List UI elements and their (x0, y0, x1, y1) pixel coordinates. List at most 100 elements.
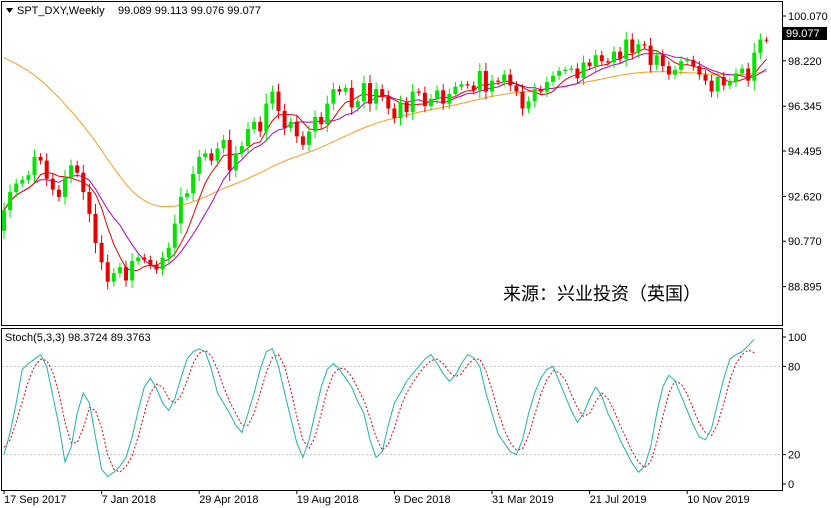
candle-body (221, 139, 226, 149)
candle-body (746, 68, 751, 81)
candle-body (636, 44, 641, 53)
time-tick-label: 19 Aug 2018 (297, 494, 359, 506)
candle-body (679, 61, 684, 70)
candle-body (93, 213, 98, 243)
candle-body (166, 247, 171, 258)
candle-body (569, 68, 574, 70)
price-tick-label: 96.345 (788, 101, 822, 113)
candle-body (685, 60, 690, 62)
last-price-label: 99.077 (786, 28, 820, 40)
source-watermark: 来源：兴业投资（英国） (503, 284, 701, 305)
candle-body (618, 51, 623, 59)
candle-body (758, 39, 763, 53)
candle-body (38, 156, 43, 161)
main-panel-frame (1, 1, 783, 326)
candle-body (14, 183, 19, 193)
candle-body (105, 262, 110, 282)
time-axis: 17 Sep 2017 7 Jan 2018 29 Apr 2018 19 Aug 2… (3, 490, 750, 506)
price-tick-label: 100.070 (788, 11, 828, 23)
stoch-signal-line (3, 349, 755, 473)
stoch-tick-label: 100 (788, 332, 806, 344)
time-tick-label: 17 Sep 2017 (4, 494, 66, 506)
chart-title: SPT_DXY,Weekly (17, 5, 105, 17)
stoch-tick-label: 0 (788, 479, 794, 491)
candle-body (252, 121, 257, 130)
stoch-signal-path (3, 349, 755, 473)
candle-body (282, 110, 287, 128)
stoch-tick-label: 20 (788, 450, 800, 462)
ma-mid-line (3, 53, 767, 269)
candle-body (642, 44, 647, 46)
time-tick-label: 9 Dec 2018 (394, 494, 450, 506)
candle-body (673, 69, 677, 75)
candle-body (581, 62, 586, 79)
candle-body (63, 177, 67, 197)
candle-body (264, 103, 269, 132)
candle-body (142, 257, 147, 260)
candle-body (477, 70, 482, 91)
price-tick-label: 88.895 (788, 282, 822, 294)
stoch-main-line (3, 339, 755, 478)
candle-body (429, 98, 433, 107)
candle-body (502, 74, 507, 82)
candle-body (526, 101, 531, 109)
candle-body (374, 89, 379, 104)
candle-body (416, 91, 421, 93)
candle-body (422, 92, 427, 107)
candle-body (99, 242, 104, 263)
candle-body (703, 74, 708, 81)
candle-body (209, 153, 214, 161)
candle-body (124, 267, 128, 281)
candle-body (331, 89, 336, 104)
price-tick-label: 90.770 (788, 236, 822, 248)
stoch-tick-label: 80 (788, 361, 800, 373)
price-tick-label: 92.620 (788, 191, 822, 203)
candle-body (520, 91, 525, 109)
candle-body (715, 77, 720, 92)
candle-body (300, 136, 305, 145)
candle-body (471, 85, 476, 91)
candle-body (50, 178, 55, 190)
candle-body (307, 131, 311, 145)
candle-body (81, 172, 86, 193)
candle-body (410, 91, 415, 113)
candles-group (2, 31, 769, 290)
candle-body (514, 85, 519, 92)
candle-body (404, 102, 409, 113)
candle-body (117, 267, 122, 274)
candle-body (239, 146, 244, 154)
candle-body (721, 77, 726, 86)
candle-body (325, 103, 330, 125)
candle-body (87, 192, 92, 214)
candle-body (288, 121, 293, 128)
candle-body (215, 148, 220, 161)
candle-body (764, 39, 769, 41)
candle-body (203, 153, 208, 157)
candle-body (386, 96, 391, 109)
candle-body (8, 192, 13, 211)
candle-body (20, 179, 25, 184)
candle-body (227, 139, 232, 171)
candle-body (44, 160, 49, 179)
time-tick-label: 31 Mar 2019 (492, 494, 554, 506)
candle-body (727, 81, 732, 86)
candle-body (654, 55, 659, 65)
time-tick-label: 10 Nov 2019 (687, 494, 749, 506)
candle-body (154, 264, 159, 270)
stoch-panel-frame (1, 328, 783, 491)
candle-body (691, 60, 696, 67)
candle-body (465, 84, 470, 86)
candle-body (557, 70, 562, 76)
candle-body (660, 55, 665, 67)
symbol-dropdown-icon[interactable] (6, 8, 13, 13)
candle-body (355, 101, 360, 108)
candle-body (361, 83, 366, 102)
candle-body (490, 80, 494, 92)
ma-mid-path (3, 53, 767, 269)
ma-slow-line (3, 57, 767, 208)
candle-body (56, 189, 61, 197)
candle-body (593, 55, 598, 67)
candle-body (459, 84, 464, 87)
candle-body (69, 165, 74, 178)
